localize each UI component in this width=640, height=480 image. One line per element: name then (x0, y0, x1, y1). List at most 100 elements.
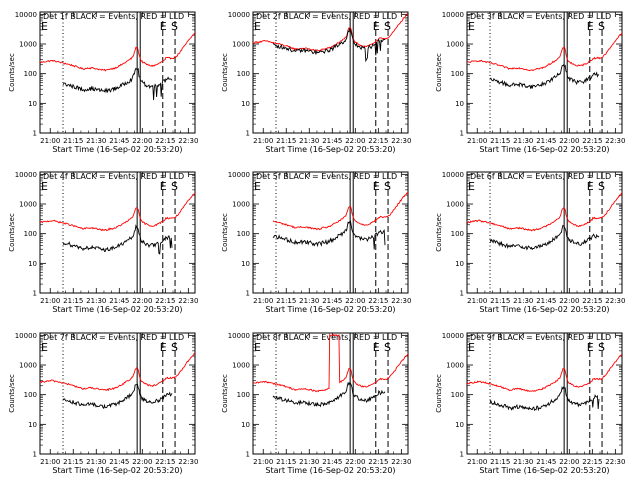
x-tick-label: 22:00 (132, 297, 152, 305)
y-tick-label: 10000 (228, 332, 250, 340)
y-tick-label: 10 (455, 100, 464, 108)
marker-label-s: S (384, 180, 391, 193)
data-area (40, 352, 195, 410)
y-axis-label: Counts/sec (435, 53, 443, 92)
x-tick-label: 21:15 (276, 137, 296, 145)
plot-frame (252, 332, 409, 455)
y-axis-label: Counts/sec (8, 374, 16, 413)
data-area (253, 13, 408, 63)
y-axis-label: Counts/sec (435, 213, 443, 252)
marker-label-e: E (254, 341, 261, 354)
x-tick-label: 21:45 (536, 297, 556, 305)
plot-frame (39, 11, 196, 134)
series-events (489, 224, 600, 251)
marker-label-s: S (598, 341, 605, 354)
marker-label-e: E (468, 341, 475, 354)
marker-label-e: E (41, 180, 48, 193)
y-tick-label: 1000 (232, 41, 250, 49)
x-tick-label: 21:30 (513, 297, 533, 305)
marker-label-e: E (160, 20, 167, 33)
y-tick-label: 1 (246, 290, 250, 298)
marker-label-e: E (254, 20, 261, 33)
x-tick-label: 21:30 (86, 137, 106, 145)
data-area (272, 191, 408, 250)
y-tick-label: 10000 (442, 11, 464, 19)
x-tick-label: 21:00 (253, 297, 273, 305)
marker-label-e: E (468, 20, 475, 33)
plot-frame (466, 11, 623, 134)
y-tick-label: 100 (237, 70, 250, 78)
panel-1: Det 1f BLACK = Events, RED = LLD 1 10 100 10… (8, 11, 198, 154)
marker-label-e: E (41, 341, 48, 354)
x-tick-label: 21:30 (86, 297, 106, 305)
x-tick-label: 21:45 (322, 297, 342, 305)
marker-label-s: S (171, 341, 178, 354)
y-tick-label: 1 (460, 130, 464, 138)
x-tick-label: 21:45 (322, 137, 342, 145)
x-tick-label: 22:30 (178, 458, 198, 466)
y-tick-label: 10000 (15, 171, 37, 179)
y-tick-label: 100 (24, 70, 37, 78)
y-tick-label: 10 (28, 100, 37, 108)
series-events (62, 224, 173, 255)
y-tick-label: 1 (33, 290, 37, 298)
x-tick-label: 22:00 (559, 297, 579, 305)
marker-label-s: S (171, 180, 178, 193)
y-tick-label: 10 (241, 421, 250, 429)
x-tick-label: 21:45 (109, 297, 129, 305)
series-events (272, 220, 386, 250)
panel-title: Det 6f BLACK = Events, RED = LLD (470, 172, 611, 181)
x-tick-label: 21:15 (63, 458, 83, 466)
panel-title: Det 7f BLACK = Events, RED = LLD (43, 333, 184, 342)
y-tick-label: 1000 (446, 41, 464, 49)
x-tick-label: 21:45 (536, 458, 556, 466)
panel-title: Det 3f BLACK = Events, RED = LLD (470, 12, 611, 21)
marker-label-e: E (160, 341, 167, 354)
x-tick-label: 22:00 (132, 458, 152, 466)
panel-5: Det 5f BLACK = Events, RED = LLD 1 10 100 10… (221, 171, 411, 314)
x-axis-label: Start Time (16-Sep-02 20:53:20) (265, 466, 395, 475)
data-area (40, 192, 195, 255)
panel-title: Det 5f BLACK = Events, RED = LLD (256, 172, 397, 181)
marker-label-s: S (598, 180, 605, 193)
y-tick-label: 1000 (19, 201, 37, 209)
x-tick-label: 22:00 (559, 458, 579, 466)
marker-label-e: E (373, 20, 380, 33)
x-tick-label: 22:30 (391, 297, 411, 305)
x-axis-label: Start Time (16-Sep-02 20:53:20) (265, 305, 395, 314)
y-tick-label: 10 (455, 260, 464, 268)
series-events (62, 383, 173, 410)
plot-frame (466, 332, 623, 455)
x-tick-label: 21:00 (40, 137, 60, 145)
x-tick-label: 22:00 (559, 137, 579, 145)
marker-label-e: E (373, 180, 380, 193)
x-tick-label: 21:00 (467, 297, 487, 305)
series-lld (467, 32, 622, 72)
x-tick-label: 21:00 (40, 297, 60, 305)
x-tick-label: 21:15 (490, 297, 510, 305)
marker-label-e: E (587, 20, 594, 33)
y-tick-label: 10000 (228, 11, 250, 19)
x-tick-label: 22:30 (605, 137, 625, 145)
y-tick-label: 10 (241, 260, 250, 268)
y-tick-label: 100 (237, 230, 250, 238)
x-axis-label: Start Time (16-Sep-02 20:53:20) (52, 145, 182, 154)
marker-label-e: E (468, 180, 475, 193)
x-tick-label: 22:00 (132, 137, 152, 145)
x-tick-label: 22:30 (391, 137, 411, 145)
x-tick-label: 21:45 (322, 458, 342, 466)
data-area (467, 353, 622, 412)
y-tick-label: 100 (451, 230, 464, 238)
x-tick-label: 22:30 (605, 297, 625, 305)
x-tick-label: 22:15 (368, 137, 388, 145)
plot-frame (39, 332, 196, 455)
y-tick-label: 10000 (442, 171, 464, 179)
series-events (489, 63, 600, 89)
panel-7: Det 7f BLACK = Events, RED = LLD 1 10 100 10… (8, 332, 198, 475)
marker-label-e: E (160, 180, 167, 193)
y-axis-label: Counts/sec (8, 213, 16, 252)
x-tick-label: 21:45 (109, 458, 129, 466)
x-axis-label: Start Time (16-Sep-02 20:53:20) (479, 305, 609, 314)
x-tick-label: 21:00 (253, 458, 273, 466)
x-tick-label: 21:30 (86, 458, 106, 466)
